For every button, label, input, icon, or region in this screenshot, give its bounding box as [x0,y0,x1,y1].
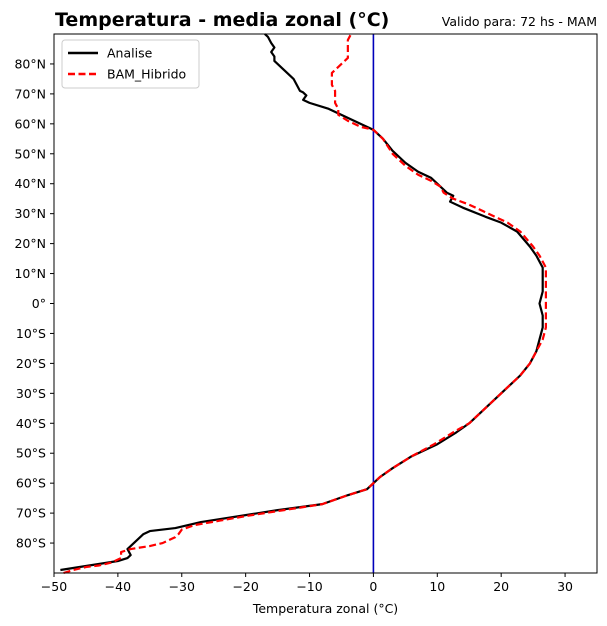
x-tick-label: −50 [41,579,67,594]
y-tick-label: 40°S [16,416,46,431]
y-tick-label: 60°S [16,476,46,491]
legend-label-analise: Analise [107,46,153,61]
plot-area [53,33,598,575]
legend-label-bam-hibrido: BAM_Hibrido [107,67,186,82]
y-tick-label: 50°S [16,446,46,461]
y-tick-label: 70°S [16,506,46,521]
x-tick-label: 0 [369,579,377,594]
y-tick-label: 30°S [16,386,46,401]
y-tick-label: 30°N [14,206,46,221]
plot-background [54,34,597,573]
x-tick-label: −40 [105,579,131,594]
chart-title: Temperatura - media zonal (°C) [55,9,389,31]
series-group [60,33,547,575]
y-tick-label: 20°S [16,356,46,371]
x-axis-label: Temperatura zonal (°C) [252,601,398,616]
x-tick-label: 30 [557,579,573,594]
y-tick-label: 80°N [14,56,46,71]
x-tick-label: −30 [169,579,195,594]
x-tick-label: 20 [493,579,509,594]
y-tick-label: 20°N [14,236,46,251]
x-tick-label: −20 [232,579,258,594]
y-tick-label: 70°N [14,86,46,101]
y-tick-label: 50°N [14,146,46,161]
y-tick-label: 0° [32,296,46,311]
y-tick-label: 60°N [14,116,46,131]
y-axis: 80°S 70°S 60°S 50°S 40°S 30°S 20°S 10°S 0° 10°N 20… [14,56,54,551]
x-tick-label: −10 [296,579,322,594]
legend: Analise BAM_Hibrido [61,39,200,89]
chart-subtitle: Valido para: 72 hs - MAM [442,14,597,29]
x-axis: −50 −40 −30 −20 −10 0 10 20 30 [41,573,573,594]
y-tick-label: 10°S [16,326,46,341]
y-tick-label: 40°N [14,176,46,191]
y-tick-label: 80°S [16,536,46,551]
x-tick-label: 10 [429,579,445,594]
series-line-bam-hibrido [63,33,547,575]
series-line-analise [60,33,544,572]
y-tick-label: 10°N [14,266,46,281]
